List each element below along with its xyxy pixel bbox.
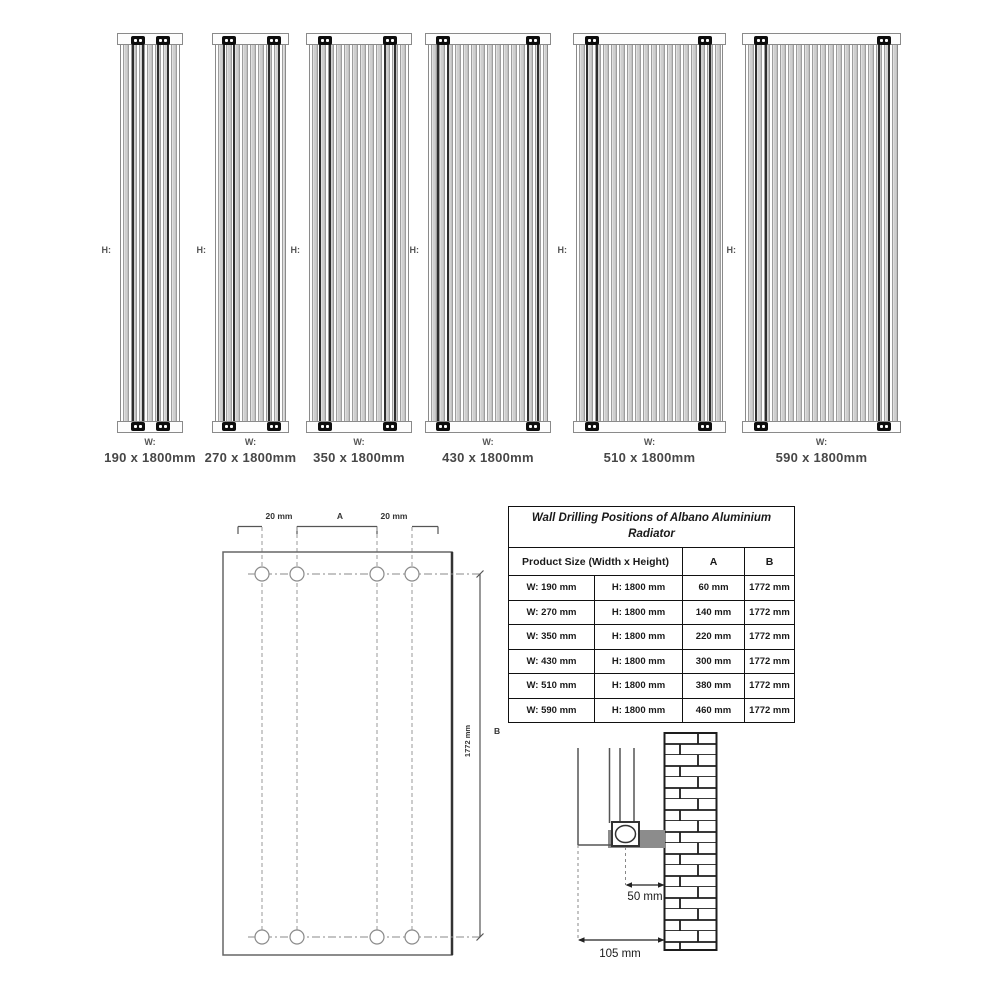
width-label: W:: [643, 437, 656, 447]
radiator-bottom-cap: [117, 421, 183, 433]
brick-wall: [663, 732, 718, 951]
mounting-bracket: [156, 422, 170, 431]
width-label: W:: [353, 437, 365, 447]
width-label: W:: [815, 437, 828, 447]
table-title: Wall Drilling Positions of Albano Alumin…: [508, 506, 795, 548]
dim-105mm: 105 mm: [599, 948, 641, 960]
size-label: 590 x 1800mm: [775, 450, 868, 465]
height-label: H:: [101, 245, 112, 255]
radiator-diagram-270: H: W: 270 x 1800mm: [197, 33, 296, 473]
mounting-bracket: [526, 422, 540, 431]
radiator-bottom-cap: [573, 421, 726, 433]
drill-hole: [254, 929, 270, 945]
width-label: W:: [482, 437, 494, 447]
radiator-body: [576, 42, 723, 424]
drilling-position-drawing: 20 mm A 20 mm 1772 mm B: [222, 511, 500, 956]
dim-20mm-right: 20 mm: [381, 511, 408, 521]
mounting-bracket: [526, 36, 540, 45]
drill-hole: [289, 566, 305, 582]
mounting-bracket: [754, 422, 768, 431]
size-label: 190 x 1800mm: [104, 450, 196, 465]
mounting-bracket: [131, 422, 145, 431]
mounting-bracket: [222, 422, 236, 431]
radiator-top-cap: [117, 33, 183, 45]
drill-hole: [404, 566, 420, 582]
header-b: B: [744, 547, 795, 576]
dim-b-label: B: [494, 726, 500, 736]
radiator-diagram-190: H: W: 190 x 1800mm: [102, 33, 196, 473]
mounting-bracket: [585, 422, 599, 431]
table-row: W: 590 mm H: 1800 mm 460 mm 1772 mm: [508, 697, 795, 723]
mounting-bracket: [436, 36, 450, 45]
radiator-bottom-cap: [425, 421, 551, 433]
size-label: 510 x 1800mm: [603, 450, 696, 465]
mounting-bracket: [156, 36, 170, 45]
height-label: H:: [726, 245, 737, 255]
radiator-body: [309, 42, 409, 424]
drill-hole: [404, 929, 420, 945]
mounting-bracket: [585, 36, 599, 45]
radiator-body: [745, 42, 898, 424]
mounting-bracket: [698, 36, 712, 45]
size-label: 430 x 1800mm: [442, 450, 534, 465]
wall-mount-side-view: 50 mm 105 mm: [577, 732, 718, 960]
mounting-bracket: [383, 422, 397, 431]
table-header-row: Product Size (Width x Height) A B: [508, 547, 795, 576]
radiator-diagram-350: H: W: 350 x 1800mm: [291, 33, 412, 473]
mounting-bracket: [222, 36, 236, 45]
drill-hole: [369, 566, 385, 582]
radiator-body: [120, 42, 180, 424]
table-row: W: 510 mm H: 1800 mm 380 mm 1772 mm: [508, 673, 795, 699]
width-label: W:: [144, 437, 156, 447]
mounting-bracket: [267, 36, 281, 45]
radiator-body: [428, 42, 548, 424]
mounting-bracket: [267, 422, 281, 431]
mounting-bracket: [877, 422, 891, 431]
mounting-bracket: [383, 36, 397, 45]
size-label: 350 x 1800mm: [313, 450, 405, 465]
header-product-size: Product Size (Width x Height): [508, 547, 683, 576]
size-label: 270 x 1800mm: [204, 450, 297, 465]
header-a: A: [682, 547, 745, 576]
table-row: W: 430 mm H: 1800 mm 300 mm 1772 mm: [508, 648, 795, 674]
height-label: H:: [290, 245, 301, 255]
drill-hole: [289, 929, 305, 945]
bracket-fixing-hole: [614, 824, 637, 844]
table-row: W: 350 mm H: 1800 mm 220 mm 1772 mm: [508, 624, 795, 650]
drill-hole: [254, 566, 270, 582]
radiator-diagram-590: H: W: 590 x 1800mm: [727, 33, 901, 473]
dim-20mm-left: 20 mm: [266, 511, 293, 521]
mounting-bracket: [318, 422, 332, 431]
table-row: W: 270 mm H: 1800 mm 140 mm 1772 mm: [508, 599, 795, 625]
mounting-bracket: [131, 36, 145, 45]
mounting-bracket: [318, 36, 332, 45]
radiator-top-cap: [425, 33, 551, 45]
width-label: W:: [244, 437, 257, 447]
drill-hole: [369, 929, 385, 945]
mounting-bracket: [698, 422, 712, 431]
table-row: W: 190 mm H: 1800 mm 60 mm 1772 mm: [508, 575, 795, 601]
drilling-positions-table: Wall Drilling Positions of Albano Alumin…: [508, 506, 795, 723]
dim-1772mm-vertical: 1772 mm: [463, 725, 472, 757]
radiator-top-cap: [742, 33, 901, 45]
mounting-bracket: [877, 36, 891, 45]
dim-a: A: [337, 511, 343, 521]
radiator-outline: [222, 551, 453, 956]
radiator-bottom-cap: [742, 421, 901, 433]
height-label: H:: [557, 245, 568, 255]
radiator-diagram-510: H: W: 510 x 1800mm: [558, 33, 726, 473]
radiator-top-cap: [573, 33, 726, 45]
mounting-bracket: [436, 422, 450, 431]
mounting-bracket: [754, 36, 768, 45]
height-label: H:: [409, 245, 420, 255]
radiator-body: [215, 42, 286, 424]
radiator-diagram-430: H: W: 430 x 1800mm: [410, 33, 551, 473]
dim-50mm: 50 mm: [627, 891, 662, 903]
height-label: H:: [196, 245, 207, 255]
